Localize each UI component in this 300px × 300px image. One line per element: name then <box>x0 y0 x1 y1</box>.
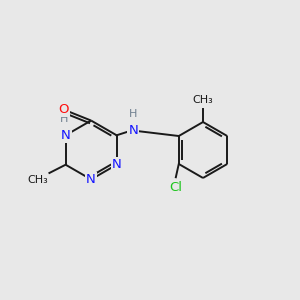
Text: N: N <box>112 158 122 171</box>
Text: H: H <box>60 114 68 124</box>
Text: O: O <box>58 103 69 116</box>
Text: H: H <box>129 109 138 119</box>
Text: N: N <box>61 129 70 142</box>
Text: N: N <box>128 124 138 137</box>
Text: CH₃: CH₃ <box>27 175 48 185</box>
Text: Cl: Cl <box>169 181 182 194</box>
Text: CH₃: CH₃ <box>193 95 213 105</box>
Text: N: N <box>86 173 96 186</box>
